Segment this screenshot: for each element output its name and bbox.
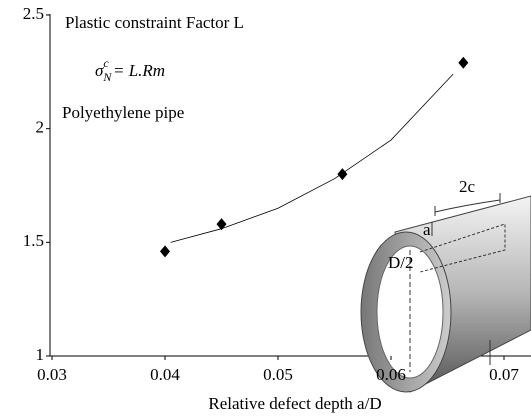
illustration-label: D/2 [388,253,414,272]
y-tick-label: 2 [36,118,45,137]
illustration-label: 2c [459,177,476,196]
pipe-illustration: 2c a D/2 [360,177,531,393]
annotation: Plastic constraint Factor L [65,13,244,32]
formula: σNc = L.Rm [95,56,165,84]
x-tick-label: 0.04 [150,365,180,384]
x-tick-label: 0.03 [37,365,67,384]
fit-curve [170,73,454,243]
y-tick-label: 2.5 [23,4,44,23]
illustration-label: a [423,220,431,239]
point [160,245,170,258]
y-tick-label: 1.5 [23,231,44,250]
annotation: Polyethylene pipe [62,103,184,122]
x-axis-label: Relative defect depth a/D [208,394,381,413]
point [216,218,227,231]
x-tick-label: 0.07 [489,365,519,384]
point [458,56,469,69]
point [337,168,348,181]
y-tick-label: 1 [36,345,45,364]
x-tick-label: 0.06 [376,365,406,384]
x-tick-label: 0.05 [263,365,293,384]
